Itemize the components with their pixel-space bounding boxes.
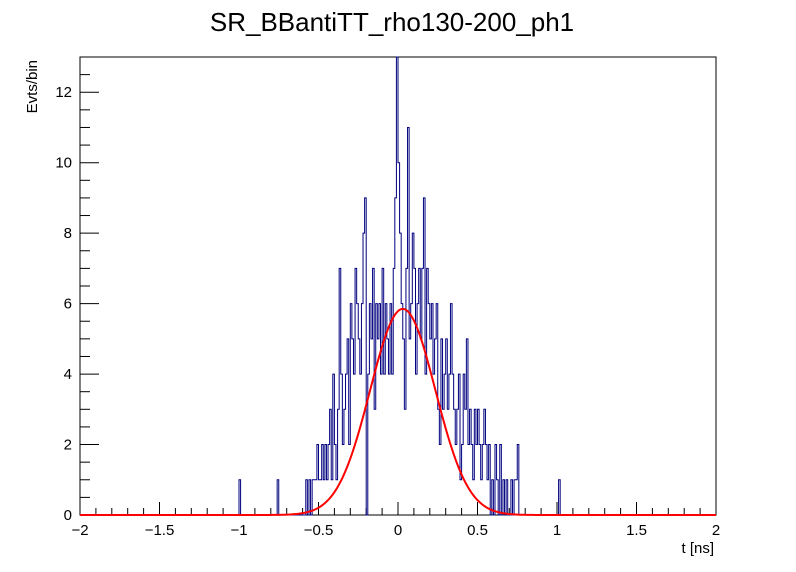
x-tick-label: 2	[712, 522, 720, 539]
y-tick-label: 12	[55, 84, 72, 101]
y-tick-label: 0	[64, 507, 72, 524]
x-axis-ticks: −2 −1.5 −1 −0.5 0 0.5 1 1.5 2	[71, 502, 720, 539]
x-tick-label: 1	[553, 522, 561, 539]
y-axis-label: Evts/bin	[24, 60, 41, 113]
x-tick-label: 0	[394, 522, 402, 539]
x-axis-label: t [ns]	[681, 540, 714, 557]
y-tick-label: 2	[64, 437, 72, 454]
chart-title: SR_BBantiTT_rho130-200_ph1	[210, 7, 574, 37]
x-tick-label: −1.5	[145, 522, 175, 539]
y-axis-ticks: 0 2 4 6 8 10 12	[55, 56, 99, 524]
x-tick-label: −2	[71, 522, 88, 539]
x-tick-label: −1	[230, 522, 247, 539]
y-tick-label: 8	[64, 225, 72, 242]
histogram-series	[80, 56, 716, 516]
y-tick-label: 4	[64, 366, 72, 383]
y-tick-label: 6	[64, 296, 72, 313]
x-tick-label: −0.5	[304, 522, 334, 539]
y-tick-label: 10	[55, 155, 72, 172]
x-tick-label: 1.5	[626, 522, 647, 539]
x-tick-label: 0.5	[467, 522, 488, 539]
gaussian-fit-curve	[80, 307, 716, 516]
